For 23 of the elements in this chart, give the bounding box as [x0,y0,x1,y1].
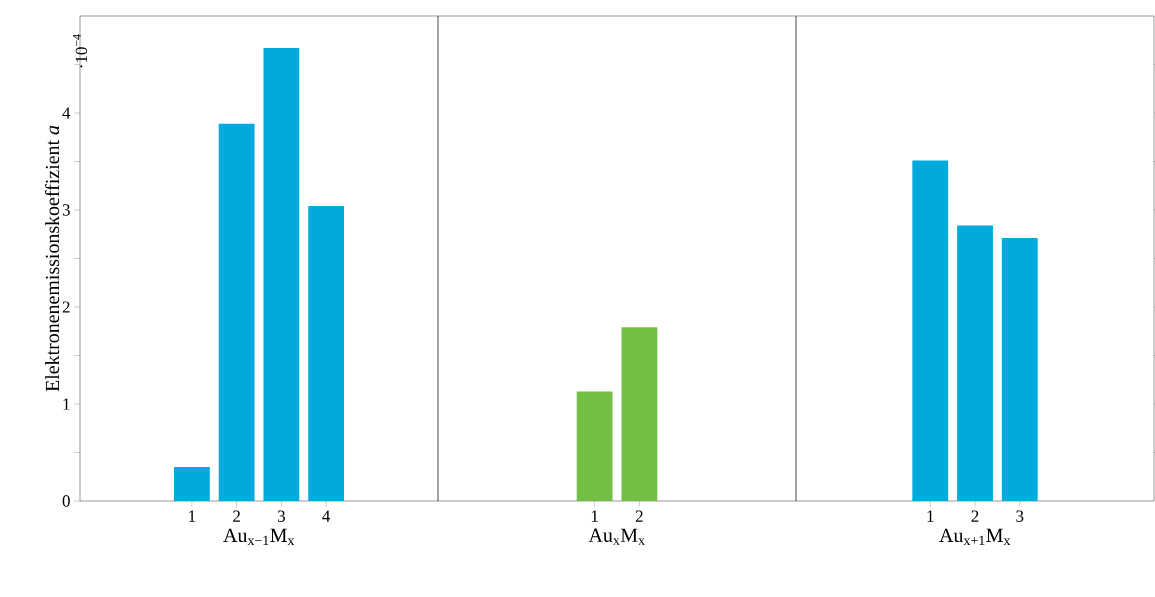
x-axis-title: Au$_{x}$M$_{x}$ [588,528,645,545]
x-tick-label: 2 [233,510,240,522]
y-tick-label: 3 [62,204,70,216]
x-tick-label: 2 [635,510,643,522]
bar [308,206,345,501]
x-tick-label: 1 [927,510,934,522]
x-axis-title: Au$_{x−1}$M$_{x}$ [223,528,295,545]
annotation: ·10$^{−4}$ [72,34,88,68]
x-tick-label: 4 [322,510,331,522]
x-tick-label: 1 [189,510,196,522]
y-tick-label: 1 [63,398,70,410]
bar [263,48,300,501]
x-tick-label: 1 [591,510,598,522]
y-tick-label: 2 [62,301,70,313]
bar [218,123,255,501]
bar [173,467,210,501]
x-tick-label: 3 [277,510,285,522]
y-tick-label: 4 [62,107,71,119]
x-tick-label: 2 [971,510,979,522]
x-axis-title: Au$_{x+1}$M$_{x}$ [939,528,1011,545]
x-tick-label: 3 [1016,510,1024,522]
y-tick-label: 0 [62,495,70,507]
y-axis-title: Elektronenemissionskoeffizient a [44,125,60,392]
